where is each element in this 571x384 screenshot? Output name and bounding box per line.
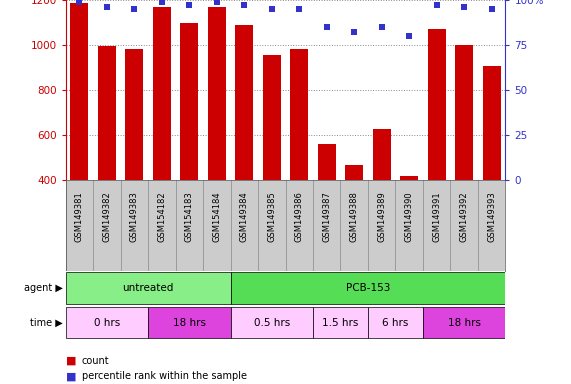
Point [267, 6, 276, 12]
Bar [373, 129, 391, 180]
Text: 0 hrs: 0 hrs [94, 318, 120, 328]
Text: 6 hrs: 6 hrs [382, 318, 409, 328]
Text: GSM149387: GSM149387 [322, 191, 331, 242]
Bar [126, 49, 143, 180]
Point [487, 6, 496, 12]
Point [240, 2, 249, 8]
Text: GSM149384: GSM149384 [240, 191, 249, 242]
Text: GSM149385: GSM149385 [267, 191, 276, 242]
Bar [235, 25, 253, 180]
Bar [423, 307, 505, 338]
Bar [231, 307, 313, 338]
Bar [318, 144, 336, 180]
Bar [400, 176, 418, 180]
Point [349, 30, 359, 36]
Bar [482, 66, 501, 180]
Point [432, 2, 441, 8]
Bar [153, 7, 171, 180]
Point [185, 2, 194, 8]
Point [460, 4, 469, 10]
Bar [66, 273, 231, 303]
Text: GSM149381: GSM149381 [75, 191, 84, 242]
Bar [148, 307, 231, 338]
Point [377, 24, 386, 30]
Text: 0.5 hrs: 0.5 hrs [254, 318, 290, 328]
Text: 1.5 hrs: 1.5 hrs [322, 318, 359, 328]
Text: GSM154184: GSM154184 [212, 191, 222, 242]
Bar [455, 45, 473, 180]
Text: ■: ■ [66, 371, 76, 381]
Text: GSM149391: GSM149391 [432, 191, 441, 242]
Text: untreated: untreated [122, 283, 174, 293]
Text: GSM154182: GSM154182 [158, 191, 166, 242]
Point [405, 33, 414, 39]
Text: GSM149390: GSM149390 [405, 191, 413, 242]
Bar [290, 49, 308, 180]
Text: GSM149389: GSM149389 [377, 191, 386, 242]
Text: GSM149388: GSM149388 [349, 191, 359, 242]
Text: GSM149393: GSM149393 [487, 191, 496, 242]
Point [75, 0, 84, 5]
Bar [368, 307, 423, 338]
Point [322, 24, 331, 30]
Text: percentile rank within the sample: percentile rank within the sample [82, 371, 247, 381]
Bar [313, 307, 368, 338]
Bar [231, 273, 505, 303]
Text: 18 hrs: 18 hrs [448, 318, 481, 328]
Bar [428, 29, 445, 180]
Bar [70, 3, 89, 180]
Text: ■: ■ [66, 356, 76, 366]
Point [130, 6, 139, 12]
Text: GSM149383: GSM149383 [130, 191, 139, 242]
Text: time ▶: time ▶ [30, 318, 63, 328]
Point [157, 0, 166, 5]
Text: GSM149392: GSM149392 [460, 191, 469, 242]
Text: agent ▶: agent ▶ [24, 283, 63, 293]
Bar [208, 7, 226, 180]
Text: GSM154183: GSM154183 [185, 191, 194, 242]
Text: GSM149382: GSM149382 [102, 191, 111, 242]
Text: PCB-153: PCB-153 [346, 283, 390, 293]
Point [102, 4, 111, 10]
Bar [345, 165, 363, 180]
Point [295, 6, 304, 12]
Bar [263, 55, 281, 180]
Bar [98, 46, 116, 180]
Text: 18 hrs: 18 hrs [173, 318, 206, 328]
Bar [66, 307, 148, 338]
Text: GSM149386: GSM149386 [295, 191, 304, 242]
Point [212, 0, 222, 5]
Bar [180, 23, 198, 180]
Text: count: count [82, 356, 109, 366]
